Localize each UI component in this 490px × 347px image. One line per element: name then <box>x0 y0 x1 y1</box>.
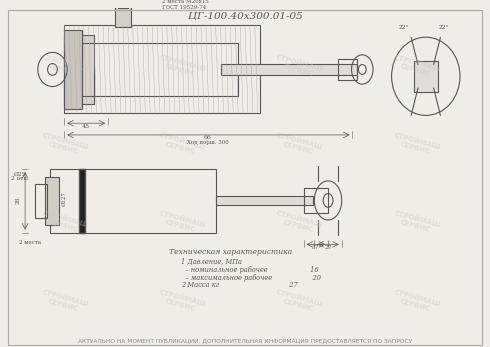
Text: СТРОЙМАШ
СЕРВИС: СТРОЙМАШ СЕРВИС <box>391 54 441 79</box>
Bar <box>64 25 260 113</box>
Text: 27: 27 <box>324 245 332 250</box>
Text: СТРОЙМАШ
СЕРВИС: СТРОЙМАШ СЕРВИС <box>274 210 323 236</box>
Text: СТРОЙМАШ
СЕРВИС: СТРОЙМАШ СЕРВИС <box>157 288 206 314</box>
Text: 28: 28 <box>16 197 21 204</box>
Text: СТРОЙМАШ
СЕРВИС: СТРОЙМАШ СЕРВИС <box>39 54 89 79</box>
Text: 2 места М20х15: 2 места М20х15 <box>162 0 209 3</box>
Text: СТРОЙМАШ
СЕРВИС: СТРОЙМАШ СЕРВИС <box>274 132 323 158</box>
Text: СТРОЙМАШ
СЕРВИС: СТРОЙМАШ СЕРВИС <box>39 210 89 236</box>
Text: СТРОЙМАШ
СЕРВИС: СТРОЙМАШ СЕРВИС <box>391 288 441 314</box>
Text: – максимальное рабочее                   20: – максимальное рабочее 20 <box>181 274 321 282</box>
Bar <box>304 188 328 213</box>
Text: 2 отв.: 2 отв. <box>11 176 29 181</box>
Text: СТРОЙМАШ
СЕРВИС: СТРОЙМАШ СЕРВИС <box>39 132 89 158</box>
Text: 1 Давление, МПа: 1 Давление, МПа <box>181 258 243 266</box>
Text: ЦГ-100.40х300.01-05: ЦГ-100.40х300.01-05 <box>188 11 302 20</box>
Text: СТРОЙМАШ
СЕРВИС: СТРОЙМАШ СЕРВИС <box>391 210 441 236</box>
Bar <box>115 6 131 27</box>
Text: СТРОЙМАШ
СЕРВИС: СТРОЙМАШ СЕРВИС <box>274 288 323 314</box>
Bar <box>338 59 357 80</box>
Bar <box>82 43 238 96</box>
Text: 2 места: 2 места <box>19 240 41 245</box>
Text: – номинальное рабочее                    16: – номинальное рабочее 16 <box>181 266 319 274</box>
Bar <box>45 177 59 225</box>
Text: ГОСТ 19529-74: ГОСТ 19529-74 <box>162 6 206 10</box>
Bar <box>64 35 94 104</box>
Bar <box>35 184 47 218</box>
Bar <box>414 61 438 92</box>
Bar <box>118 0 128 8</box>
Text: 2 Масса кг                                 27: 2 Масса кг 27 <box>181 281 298 289</box>
Text: Ø127: Ø127 <box>62 191 67 206</box>
Text: 22°: 22° <box>399 25 410 30</box>
Text: Техническая характеристика: Техническая характеристика <box>169 248 292 256</box>
Bar <box>216 195 314 205</box>
Text: СТРОЙМАШ
СЕРВИС: СТРОЙМАШ СЕРВИС <box>391 132 441 158</box>
Bar <box>64 31 82 109</box>
Text: СТРОЙМАШ
СЕРВИС: СТРОЙМАШ СЕРВИС <box>157 132 206 158</box>
Text: АКТУАЛЬНО НА МОМЕНТ ПУБЛИКАЦИИ. ДОПОЛНИТЕЛЬНАЯ ИНФОРМАЦИЯ ПРЕДОСТАВЛЯЕТСЯ ПО ЗАП: АКТУАЛЬНО НА МОМЕНТ ПУБЛИКАЦИИ. ДОПОЛНИТ… <box>78 338 412 342</box>
Text: Ход порш. 300: Ход порш. 300 <box>187 140 229 145</box>
Text: 66: 66 <box>204 135 212 141</box>
Text: 37: 37 <box>312 245 319 250</box>
Text: 22°: 22° <box>438 25 449 30</box>
Text: СТРОЙМАШ
СЕРВИС: СТРОЙМАШ СЕРВИС <box>157 210 206 236</box>
Text: СТРОЙМАШ
СЕРВИС: СТРОЙМАШ СЕРВИС <box>157 54 206 79</box>
Bar <box>79 169 85 232</box>
Bar <box>220 64 357 75</box>
Text: Ø25: Ø25 <box>14 171 26 177</box>
Bar <box>49 169 216 232</box>
Text: СТРОЙМАШ
СЕРВИС: СТРОЙМАШ СЕРВИС <box>39 288 89 314</box>
Text: 45: 45 <box>82 124 90 129</box>
Text: СТРОЙМАШ
СЕРВИС: СТРОЙМАШ СЕРВИС <box>274 54 323 79</box>
